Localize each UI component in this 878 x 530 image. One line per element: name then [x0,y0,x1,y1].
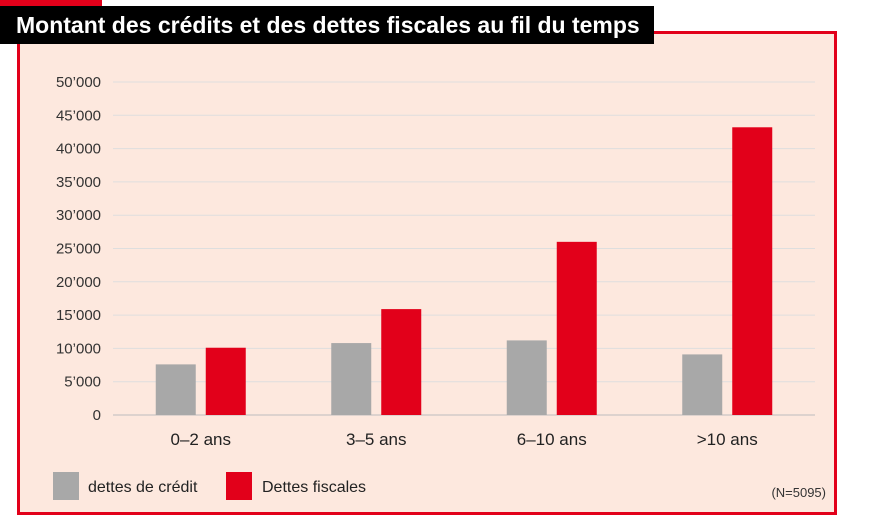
x-category-label: 3–5 ans [346,430,407,449]
y-tick-label: 25’000 [56,241,101,258]
bar-credit-4 [682,354,723,415]
y-tick-label: 15’000 [56,307,101,324]
y-tick-label: 0 [93,407,101,424]
legend-swatch-credit [53,472,79,500]
y-tick-label: 20’000 [56,274,101,291]
bar-fiscal-3 [556,241,597,415]
x-category-label: 0–2 ans [171,430,232,449]
bar-fiscal-2 [381,309,422,415]
bar-credit-2 [331,343,372,415]
y-tick-label: 40’000 [56,141,101,158]
x-category-label: 6–10 ans [517,430,587,449]
legend-label-fiscal: Dettes fiscales [262,479,366,496]
chart-title: Montant des crédits et des dettes fiscal… [0,6,654,44]
y-tick-label: 50’000 [56,74,101,91]
legend-swatch-fiscal [226,472,252,500]
y-tick-label: 35’000 [56,174,101,191]
x-category-label: >10 ans [697,430,758,449]
x-axis-labels: 0–2 ans 3–5 ans 6–10 ans >10 ans [171,430,758,449]
y-tick-label: 45’000 [56,107,101,124]
bar-fiscal-1 [205,347,246,415]
y-axis-ticks: 0 5’000 10’000 15’000 20’000 25’000 30’000 35’0… [56,74,101,424]
sample-size-note: (N=5095) [771,485,826,500]
bar-credit-3 [506,340,547,415]
title-accent-tab [0,0,102,6]
chart-frame [17,31,837,515]
bar-fiscal-4 [732,127,773,416]
legend-label-credit: dettes de crédit [88,479,198,496]
bars [155,127,773,416]
legend: dettes de crédit Dettes fiscales [53,472,366,500]
y-tick-label: 10’000 [56,340,101,357]
y-tick-label: 5’000 [64,374,101,391]
bar-credit-1 [155,364,196,415]
y-tick-label: 30’000 [56,207,101,224]
